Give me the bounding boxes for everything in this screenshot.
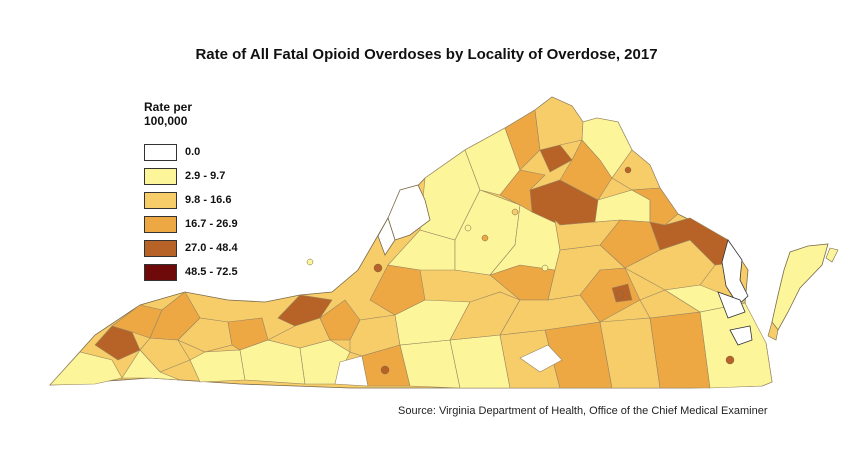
locality [449,334,511,389]
localities [49,96,773,389]
locality [649,311,711,389]
bay-inlet [721,239,749,306]
locality [649,217,741,266]
locality [630,187,679,226]
locality [369,264,426,316]
eastern-shore [771,243,829,331]
legend-label: 9.8 - 16.6 [185,194,232,206]
legend-item: 16.7 - 26.9 [144,212,238,236]
city [481,234,489,242]
legend-swatch [144,143,177,161]
legend-title-line1: Rate per [144,100,193,114]
city [511,208,519,216]
city [624,166,632,174]
chesapeake-bay [717,239,753,346]
locality [399,339,461,389]
legend-swatch [144,239,177,257]
legend-swatch [144,263,177,281]
legend-title: Rate per 100,000 [144,100,224,128]
legend-item: 27.0 - 48.4 [144,236,238,260]
locality [121,349,181,381]
locality [519,344,563,373]
locality [699,302,773,389]
locality [377,216,396,256]
legend-label: 16.7 - 26.9 [185,218,238,230]
bay-inlet [729,325,753,346]
western-highlands [377,184,431,256]
city [373,263,383,273]
legend-swatch [144,215,177,233]
legend-label: 48.5 - 72.5 [185,266,238,278]
city [725,355,735,365]
legend-swatch [144,167,177,185]
city [380,365,390,375]
legend-swatch [144,191,177,209]
locality [49,351,123,386]
city [306,258,314,266]
locality [387,184,431,241]
bay-inlet [717,291,746,319]
source-note: Source: Virginia Department of Health, O… [398,405,768,417]
legend-label: 0.0 [185,146,201,158]
legend-item: 9.8 - 16.6 [144,188,238,212]
legend-item: 48.5 - 72.5 [144,260,238,284]
eastern-shore-county [767,321,779,341]
legend-label: 27.0 - 48.4 [185,242,238,254]
legend-title-line2: 100,000 [144,114,188,128]
eastern-shore-island [825,247,839,263]
map-title: Rate of All Fatal Opioid Overdoses by Lo… [195,46,658,63]
city [541,264,549,272]
legend-label: 2.9 - 9.7 [185,170,226,182]
legend: Rate per 100,000 0.0 2.9 - 9.7 9.8 - 16.… [144,100,238,284]
locality [149,291,201,341]
city [464,224,472,232]
legend-item: 0.0 [144,140,238,164]
city [615,290,625,300]
locality [94,325,141,361]
legend-item: 2.9 - 9.7 [144,164,238,188]
